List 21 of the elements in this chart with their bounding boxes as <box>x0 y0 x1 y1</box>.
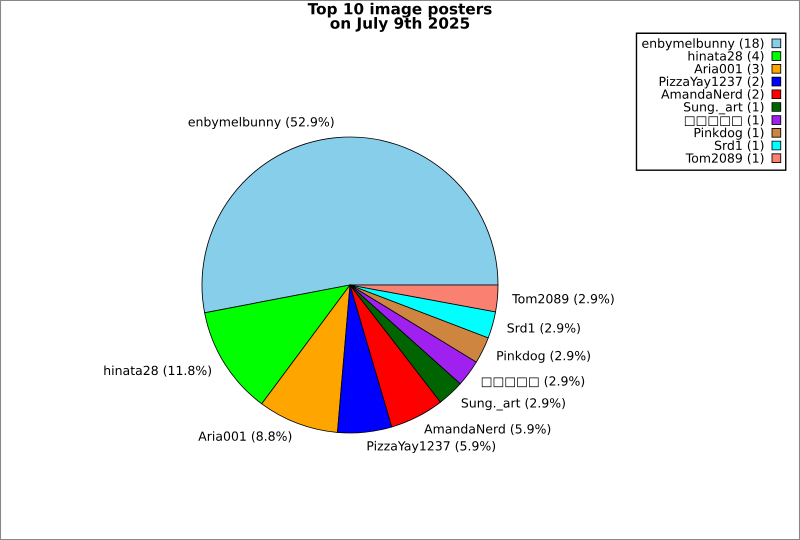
data-label: Srd1 (2.9%) <box>508 322 580 334</box>
legend-label: PizzaYay1237 (2) <box>660 76 764 89</box>
data-label: □□□□□ (2.9%) <box>482 376 584 388</box>
legend-label: Srd1 (1) <box>714 140 764 152</box>
data-label: enbymelbunny (52.9%) <box>188 116 334 129</box>
chart-title: Top 10 image posters on July 9th 2025 <box>308 2 492 32</box>
data-label: Aria001 (8.8%) <box>198 431 292 442</box>
legend-label: Sung._art (1) <box>684 102 764 114</box>
data-label: AmandaNerd (5.9%) <box>424 424 550 436</box>
data-label: Sung._art (2.9%) <box>462 398 565 410</box>
data-label: Tom2089 (2.9%) <box>512 294 614 305</box>
legend-label: Pinkdog (1) <box>694 128 764 140</box>
legend-label: □□□□□ (1) <box>684 114 764 126</box>
legend-label: AmandaNerd (2) <box>661 89 764 100</box>
legend-label: hinata28 (4) <box>688 50 764 62</box>
legend-label: Aria001 (3) <box>694 64 764 75</box>
legend-label: enbymelbunny (18) <box>642 38 764 50</box>
legend-label: Tom2089 (1) <box>686 153 764 164</box>
data-label: hinata28 (11.8%) <box>104 365 212 377</box>
data-label: Pinkdog (2.9%) <box>497 350 590 363</box>
data-label: PizzaYay1237 (5.9%) <box>368 440 496 454</box>
